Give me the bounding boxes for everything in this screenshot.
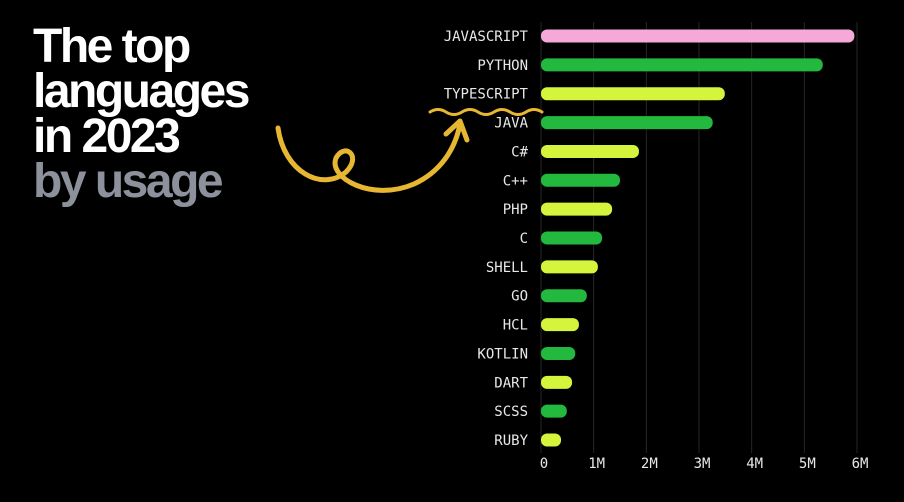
y-tick-label: RUBY: [494, 433, 528, 449]
bar: [541, 404, 567, 418]
y-tick-label: PHP: [503, 202, 528, 218]
bar: [541, 87, 725, 101]
x-tick-label: 5M: [799, 456, 816, 472]
y-tick-label: C++: [503, 173, 528, 189]
x-tick-label: 1M: [588, 456, 605, 472]
y-tick-label: DART: [494, 375, 528, 391]
bar: [541, 375, 573, 389]
y-tick-label: C#: [511, 144, 528, 160]
bar: [541, 433, 562, 447]
x-tick-label: 4M: [746, 456, 763, 472]
chart-subtitle: by usage: [33, 155, 224, 208]
y-tick-label: PYTHON: [477, 58, 528, 74]
bar: [541, 260, 598, 274]
title-block: The top languages in 2023 by usage: [33, 20, 283, 208]
bar: [541, 231, 603, 245]
bar: [541, 173, 620, 187]
annotation-underline: [428, 108, 544, 116]
y-tick-label: JAVA: [494, 116, 528, 132]
x-tick-label: 6M: [852, 456, 869, 472]
bar: [541, 289, 587, 303]
y-tick-label: HCL: [503, 318, 528, 334]
bar: [541, 318, 579, 332]
annotation-arrowhead: [443, 118, 470, 143]
x-tick-label: 3M: [694, 456, 711, 472]
x-tick-label: 0: [540, 456, 548, 472]
bar: [541, 202, 613, 216]
y-tick-label: KOTLIN: [477, 346, 528, 362]
annotation-arrow: [275, 121, 463, 193]
annotation: [275, 108, 544, 193]
bar: [541, 144, 639, 158]
y-tick-label: JAVASCRIPT: [444, 29, 529, 45]
y-tick-label: C: [520, 231, 528, 247]
chart-title: The top languages in 2023: [33, 20, 250, 163]
y-tick-label: GO: [511, 289, 528, 305]
y-tick-label: SCSS: [494, 404, 528, 420]
bar: [541, 58, 823, 72]
x-tick-label: 2M: [641, 456, 658, 472]
bar: [541, 29, 855, 43]
y-tick-label: TYPESCRIPT: [444, 87, 529, 103]
y-tick-label: SHELL: [486, 260, 528, 276]
bar: [541, 346, 576, 360]
bar: [541, 116, 713, 130]
